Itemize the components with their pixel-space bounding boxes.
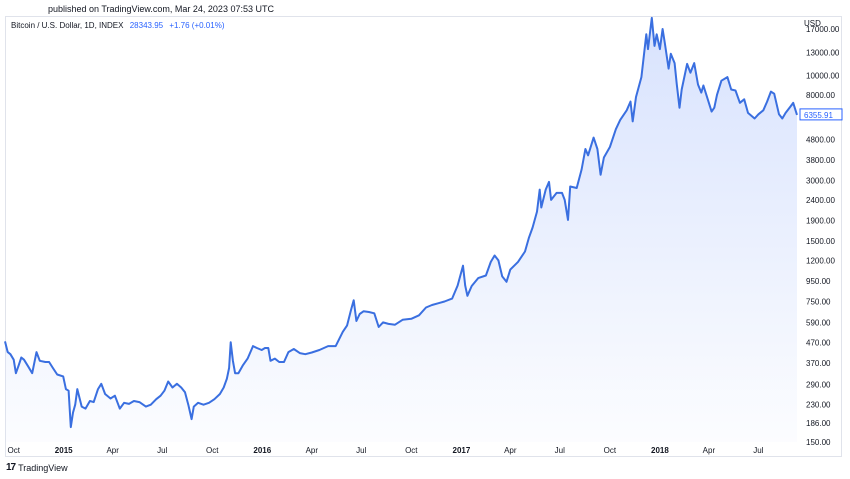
y-tick-label: 3000.00 [806, 176, 835, 185]
y-tick-label: 1500.00 [806, 237, 835, 246]
y-tick-label: 2400.00 [806, 196, 835, 205]
x-tick-label: Jul [753, 446, 763, 455]
legend-last-price: 28343.95 [129, 21, 164, 30]
y-tick-label: 17000.00 [806, 25, 840, 34]
tradingview-brand-label: TradingView [18, 462, 68, 473]
current-price-box [799, 108, 843, 121]
y-tick-label: 1200.00 [806, 256, 835, 265]
chart-frame[interactable] [5, 16, 842, 457]
tradingview-brand[interactable]: 17 TradingView [6, 462, 68, 473]
legend-change: +1.76 (+0.01%) [169, 21, 225, 30]
y-tick-label: 150.00 [806, 438, 831, 447]
price-area [5, 17, 797, 443]
x-tick-label: Jul [157, 446, 167, 455]
y-tick-label: 186.00 [806, 419, 831, 428]
y-tick-label: 750.00 [806, 298, 831, 307]
y-tick-label: 290.00 [806, 380, 831, 389]
y-tick-label: 370.00 [806, 359, 831, 368]
y-tick-label: 13000.00 [806, 48, 840, 57]
x-tick-label: Oct [206, 446, 219, 455]
x-tick-label: Oct [604, 446, 617, 455]
x-tick-label: 2018 [651, 446, 669, 455]
y-tick-label: 4800.00 [806, 135, 835, 144]
tradingview-logo-icon: 17 [6, 462, 16, 473]
x-tick-label: Oct [405, 446, 418, 455]
x-tick-label: 2017 [453, 446, 471, 455]
chart-legend: Bitcoin / U.S. Dollar, 1D, INDEX 28343.9… [11, 21, 224, 30]
x-tick-label: Apr [703, 446, 716, 455]
y-tick-label: 8000.00 [806, 91, 835, 100]
x-tick-label: Oct [7, 446, 20, 455]
y-tick-label: 10000.00 [806, 71, 840, 80]
current-price-label: 6355.91 [804, 111, 833, 120]
y-tick-label: 950.00 [806, 277, 831, 286]
y-tick-label: 470.00 [806, 338, 831, 347]
x-tick-label: 2016 [253, 446, 271, 455]
x-tick-label: Apr [504, 446, 517, 455]
x-tick-label: Jul [555, 446, 565, 455]
x-tick-label: Apr [106, 446, 119, 455]
x-tick-label: Apr [306, 446, 319, 455]
y-tick-label: 230.00 [806, 401, 831, 410]
y-tick-label: 3800.00 [806, 156, 835, 165]
x-tick-label: Jul [356, 446, 366, 455]
y-tick-label: 1900.00 [806, 216, 835, 225]
currency-label: USD [804, 19, 821, 28]
price-line [4, 16, 798, 429]
published-caption: published on TradingView.com, Mar 24, 20… [48, 4, 274, 14]
legend-symbol: Bitcoin / U.S. Dollar, 1D, INDEX [11, 21, 124, 30]
x-tick-label: 2015 [55, 446, 73, 455]
y-tick-label: 590.00 [806, 318, 831, 327]
